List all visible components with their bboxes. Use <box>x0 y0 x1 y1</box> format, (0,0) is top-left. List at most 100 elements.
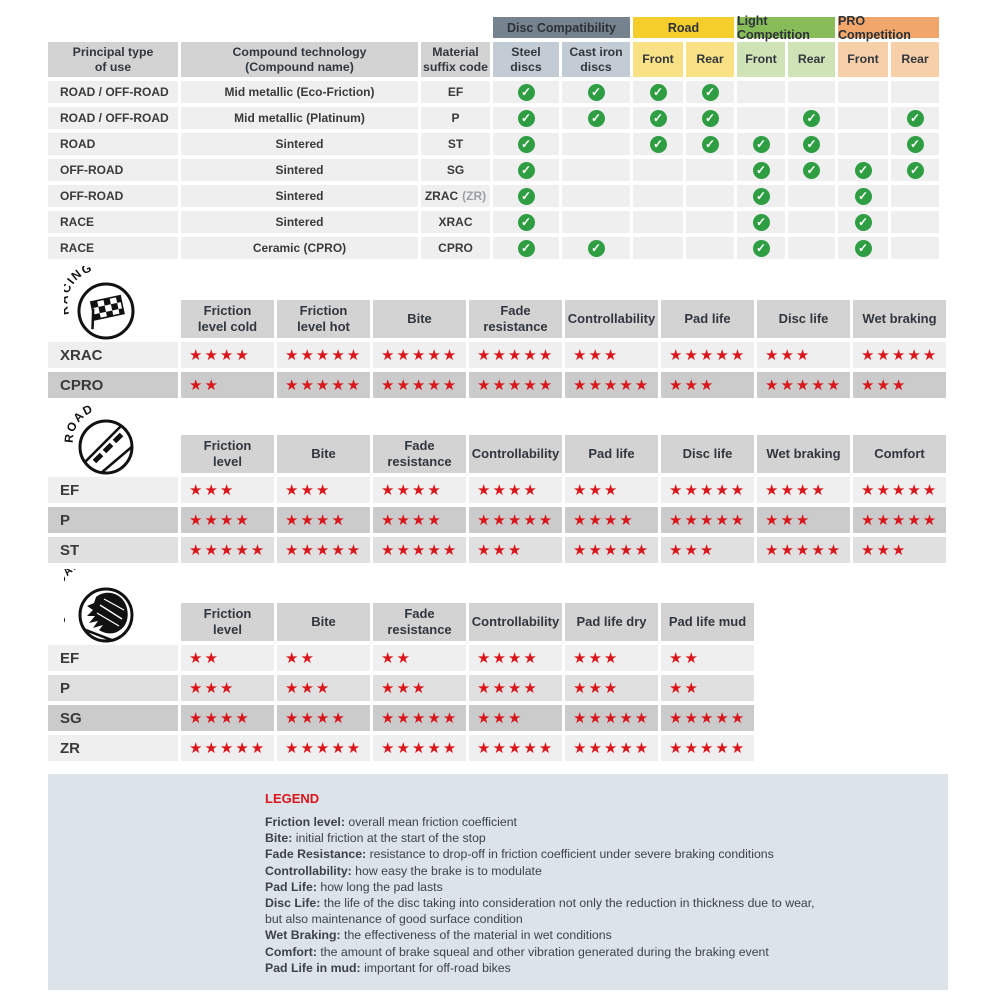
star-rating-cell: ★★★★★ <box>565 372 658 398</box>
compat-code-cell: ZRAC (ZR) <box>421 185 490 207</box>
legend-term: Controllability: <box>265 863 352 878</box>
compat-code-cell: EF <box>421 81 490 103</box>
check-icon: ✓ <box>906 161 924 179</box>
star-rating-cell: ★★★★★ <box>469 735 562 761</box>
compat-check-cell: ✓ <box>686 107 734 129</box>
compat-group-header: Disc Compatibility <box>493 17 630 38</box>
star-icons: ★★★★★ <box>285 347 363 364</box>
star-rating-cell: ★★★ <box>373 675 466 701</box>
compat-main-header: Material suffix code <box>421 42 490 77</box>
star-rating-cell: ★★★ <box>277 675 370 701</box>
compat-sub-header: Cast iron discs <box>562 42 630 77</box>
star-rating-cell: ★★★ <box>565 342 658 368</box>
rating-col-header: Fade resistance <box>373 603 466 641</box>
star-rating-cell: ★★★★ <box>373 477 466 503</box>
compat-main-header: Compound technology (Compound name) <box>181 42 418 77</box>
check-icon: ✓ <box>752 161 770 179</box>
compat-check-cell <box>562 159 630 181</box>
compat-check-cell: ✓ <box>838 185 888 207</box>
legend-term: Pad Life in mud: <box>265 960 361 975</box>
legend-term: Wet Braking: <box>265 928 341 943</box>
check-icon: ✓ <box>803 161 820 179</box>
star-rating-cell: ★★★★★ <box>181 537 274 563</box>
compat-use-cell: RACE <box>48 237 178 259</box>
star-rating-cell: ★★ <box>373 645 466 671</box>
material-code: ZRAC <box>424 189 459 203</box>
check-icon: ✓ <box>752 187 770 205</box>
material-code: XRAC <box>438 215 473 229</box>
compat-use-cell: ROAD / OFF-ROAD <box>48 107 178 129</box>
road-lanes <box>81 422 132 473</box>
compat-use-cell: ROAD <box>48 133 178 155</box>
rating-row-label: SG <box>48 705 178 731</box>
material-code: ST <box>447 137 464 151</box>
compat-check-cell <box>788 237 835 259</box>
check-icon: ✓ <box>752 135 770 153</box>
compat-compound-cell: Mid metallic (Platinum) <box>181 107 418 129</box>
star-icons: ★★★ <box>861 377 908 394</box>
star-icons: ★★ <box>189 650 220 667</box>
legend-item-continuation: but also maintenance of good surface con… <box>265 912 523 927</box>
star-rating-cell: ★★★★ <box>277 705 370 731</box>
rating-col-header: Controllability <box>565 300 658 338</box>
compat-use-cell: OFF-ROAD <box>48 185 178 207</box>
check-icon: ✓ <box>517 161 535 179</box>
compat-compound-cell: Sintered <box>181 185 418 207</box>
compat-compound-cell: Sintered <box>181 159 418 181</box>
road-icon: ROAD <box>64 401 134 475</box>
star-icons: ★★★★ <box>477 680 539 697</box>
legend-item: Pad Life: how long the pad lasts <box>265 879 443 894</box>
check-icon: ✓ <box>701 109 719 127</box>
star-icons: ★★★ <box>285 482 332 499</box>
star-icons: ★★★★★ <box>381 542 459 559</box>
compat-check-cell <box>633 211 683 233</box>
legend-body: Friction level: overall mean friction co… <box>265 814 918 976</box>
compat-check-cell: ✓ <box>493 107 559 129</box>
check-icon: ✓ <box>517 83 535 101</box>
rating-row-label: ST <box>48 537 178 563</box>
star-rating-cell: ★★★★ <box>757 477 850 503</box>
check-icon: ✓ <box>701 83 719 101</box>
material-code: P <box>451 111 460 125</box>
check-icon: ✓ <box>701 135 719 153</box>
compat-sub-header: Rear <box>891 42 939 77</box>
compat-check-cell: ✓ <box>493 159 559 181</box>
star-icons: ★★★★★ <box>573 377 651 394</box>
star-icons: ★★★★ <box>477 482 539 499</box>
star-icons: ★★★★★ <box>381 377 459 394</box>
star-icons: ★★★ <box>573 680 620 697</box>
star-rating-cell: ★★★★★ <box>853 507 946 533</box>
star-rating-cell: ★★ <box>277 645 370 671</box>
star-icons: ★★★★★ <box>765 377 843 394</box>
check-icon: ✓ <box>517 109 535 127</box>
rating-row-label: P <box>48 675 178 701</box>
compat-compound-cell: Sintered <box>181 133 418 155</box>
star-rating-cell: ★★★★ <box>565 507 658 533</box>
legend-term: Comfort: <box>265 944 317 959</box>
star-icons: ★★★★ <box>765 482 827 499</box>
rating-row-label: P <box>48 507 178 533</box>
compat-check-cell: ✓ <box>838 211 888 233</box>
check-icon: ✓ <box>906 135 924 153</box>
star-rating-cell: ★★★★ <box>181 507 274 533</box>
star-icons: ★★★ <box>189 482 236 499</box>
compat-check-cell: ✓ <box>562 237 630 259</box>
star-icons: ★★★ <box>477 542 524 559</box>
rating-col-header: Fade resistance <box>469 300 562 338</box>
compat-check-cell <box>562 133 630 155</box>
star-rating-cell: ★★★★★ <box>277 372 370 398</box>
star-rating-cell: ★★★ <box>757 342 850 368</box>
compat-check-cell: ✓ <box>737 159 785 181</box>
checkered-flag <box>89 294 125 330</box>
star-rating-cell: ★★★ <box>853 537 946 563</box>
compat-check-cell <box>891 211 939 233</box>
legend-title: LEGEND <box>265 791 320 806</box>
check-icon: ✓ <box>803 109 820 127</box>
rating-row-label: XRAC <box>48 342 178 368</box>
star-rating-cell: ★★★★★ <box>373 705 466 731</box>
compat-check-cell: ✓ <box>838 159 888 181</box>
racing-rating-table: Friction level cold Friction level hot Bit… <box>48 300 948 398</box>
legend-item: Controllability: how easy the brake is t… <box>265 863 542 878</box>
compat-code-cell: P <box>421 107 490 129</box>
compat-check-cell: ✓ <box>633 133 683 155</box>
